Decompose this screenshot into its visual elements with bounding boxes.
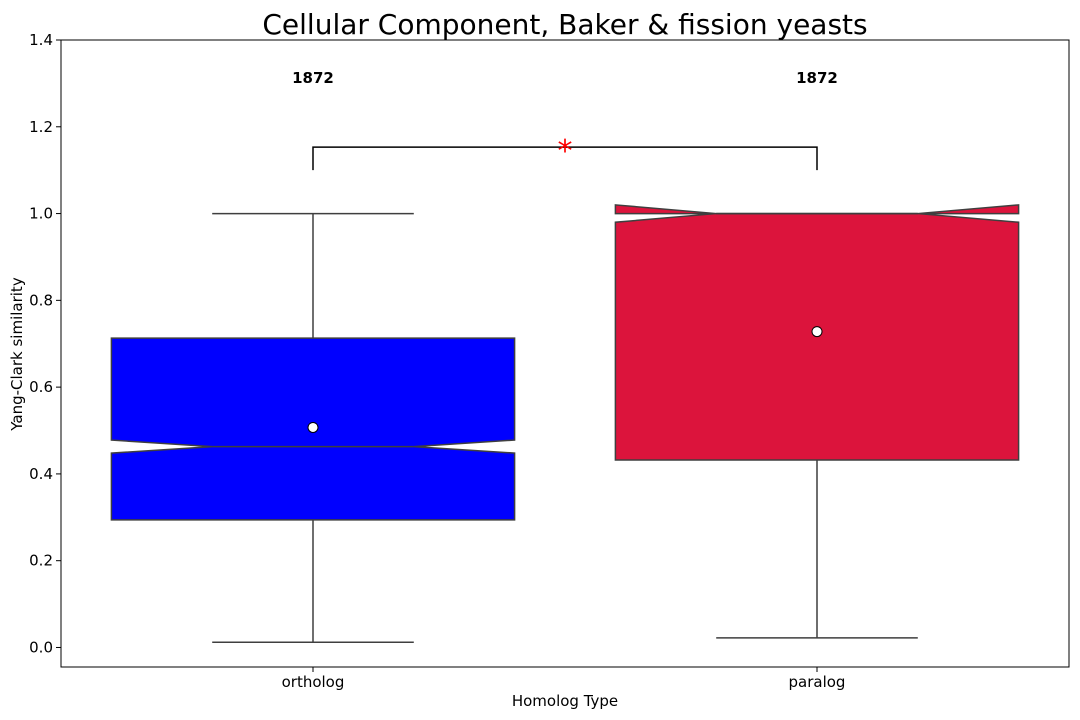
- count-label: 1872: [292, 69, 334, 87]
- significance-bracket: [312, 146, 818, 171]
- mean-marker: [811, 326, 823, 338]
- chart-title: Cellular Component, Baker & fission yeas…: [262, 8, 867, 41]
- y-tick-label: 0.6: [29, 378, 53, 396]
- y-tick-label: 0.2: [29, 552, 53, 570]
- y-tick-label: 0.0: [29, 638, 53, 656]
- significance-label: *: [558, 134, 573, 169]
- x-axis-label: Homolog Type: [512, 692, 618, 710]
- y-tick-label: 1.2: [29, 118, 53, 136]
- y-tick-label: 1.4: [29, 31, 53, 49]
- x-tick-label: paralog: [789, 673, 846, 691]
- x-tick-label: ortholog: [282, 673, 345, 691]
- count-label: 1872: [796, 69, 838, 87]
- y-tick-label: 0.4: [29, 465, 53, 483]
- mean-marker: [307, 421, 319, 433]
- y-tick-label: 1.0: [29, 205, 53, 223]
- y-axis-label: Yang-Clark similarity: [8, 277, 26, 432]
- y-tick-label: 0.8: [29, 291, 53, 309]
- plot-frame: [60, 39, 1070, 668]
